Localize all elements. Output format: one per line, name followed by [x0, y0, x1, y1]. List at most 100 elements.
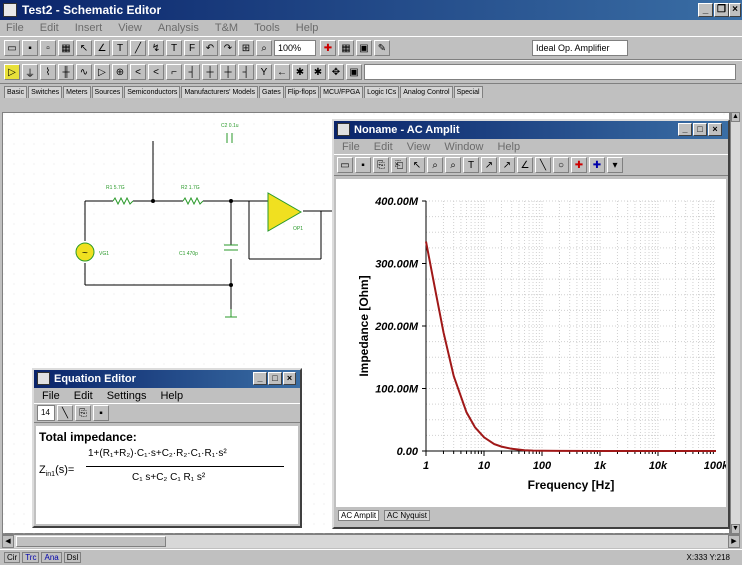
select-arrow-icon[interactable]: ↖ [76, 40, 92, 56]
tab-flipflops[interactable]: Flip-flops [284, 86, 320, 98]
ac-copy-icon[interactable]: ⎘ [373, 157, 389, 173]
minimize-button[interactable]: _ [698, 3, 713, 17]
fet2-icon[interactable]: ┼ [220, 64, 236, 80]
chip-icon[interactable]: ▣ [356, 40, 372, 56]
menu-view[interactable]: View [118, 22, 142, 34]
menu-help[interactable]: Help [295, 22, 319, 34]
ac-open-icon[interactable]: ▭ [337, 157, 353, 173]
ac-text-icon[interactable]: T [463, 157, 479, 173]
ac-menu-window[interactable]: Window [444, 140, 484, 153]
diode-icon[interactable]: ▷ [94, 64, 110, 80]
status-trc[interactable]: Trc [22, 552, 40, 563]
ac-polyline-icon[interactable]: ∠ [517, 157, 533, 173]
meter-icon[interactable]: ┤ [238, 64, 254, 80]
move-icon[interactable]: ✥ [328, 64, 344, 80]
capacitor-icon[interactable]: ╫ [58, 64, 74, 80]
ac-plot-area[interactable]: 0.00 100.00M 200.00M 300.00M 400.00M 1 10 100 1k… [336, 179, 729, 507]
measure-icon[interactable]: ↯ [148, 40, 164, 56]
ac-line-icon[interactable]: ╲ [535, 157, 551, 173]
ac-minimize-button[interactable]: _ [678, 123, 692, 136]
ac-menu-edit[interactable]: Edit [373, 140, 393, 153]
box-icon[interactable]: ▣ [346, 64, 362, 80]
ac-menu-view[interactable]: View [406, 140, 431, 153]
opamp-icon[interactable]: ▷ [4, 64, 20, 80]
status-ana[interactable]: Ana [41, 552, 62, 563]
new-icon[interactable]: ▭ [4, 40, 20, 56]
redo-icon[interactable]: ↷ [220, 40, 236, 56]
eq-menu-settings[interactable]: Settings [106, 389, 147, 402]
menu-file[interactable]: File [6, 22, 24, 34]
tab-gates[interactable]: Gates [259, 86, 284, 98]
probe-red-icon[interactable]: ✚ [320, 40, 336, 56]
tab-special[interactable]: Special [453, 86, 483, 98]
tab-manufacturers[interactable]: Manufacturers' Models [181, 86, 259, 98]
horizontal-scrollbar[interactable]: ◀ ▶ [2, 534, 740, 548]
tab-semiconductors[interactable]: Semiconductors [124, 86, 181, 98]
menu-edit[interactable]: Edit [39, 22, 59, 34]
ac-zoom-in-icon[interactable]: ⌕ [427, 157, 443, 173]
transistor2-icon[interactable]: < [148, 64, 164, 80]
relay-icon[interactable]: ┤ [184, 64, 200, 80]
save-icon[interactable]: ▪ [22, 40, 38, 56]
zoom-select[interactable]: 100% [274, 40, 316, 56]
undo-icon[interactable]: ↶ [202, 40, 218, 56]
open-icon[interactable]: ▫ [40, 40, 56, 56]
menu-insert[interactable]: Insert [74, 22, 103, 34]
source-icon[interactable]: ⊕ [112, 64, 128, 80]
switch-icon[interactable]: ⌐ [166, 64, 182, 80]
scroll-up-icon[interactable]: ▲ [731, 112, 740, 122]
arrow-left-icon[interactable]: ← [274, 64, 290, 80]
tab-logic[interactable]: Logic ICs [364, 86, 400, 98]
zoom-fit-icon[interactable]: ⊞ [238, 40, 254, 56]
ac-cursor-a-icon[interactable]: ↗ [481, 157, 497, 173]
ac-maximize-button[interactable]: □ [693, 123, 707, 136]
close-button[interactable]: × [729, 3, 741, 17]
tab-sources[interactable]: Sources [91, 86, 124, 98]
eq-format-icon[interactable]: ╲ [57, 405, 73, 421]
components-icon[interactable]: ▦ [338, 40, 354, 56]
menu-analysis[interactable]: Analysis [157, 22, 199, 34]
probe-icon[interactable]: F [184, 40, 200, 56]
vertical-scrollbar[interactable]: ▲ ▼ [730, 112, 740, 534]
eq-maximize-button[interactable]: □ [268, 372, 282, 385]
eq-menu-help[interactable]: Help [160, 389, 184, 402]
text-icon[interactable]: T [112, 40, 128, 56]
ac-paste-icon[interactable]: ⎗ [391, 157, 407, 173]
menu-tools[interactable]: Tools [254, 22, 280, 34]
tab-analog-control[interactable]: Analog Control [400, 86, 453, 98]
maximize-button[interactable]: ❐ [714, 3, 729, 17]
graph-icon[interactable]: ╱ [130, 40, 146, 56]
component-select[interactable]: Ideal Op. Amplifier [532, 40, 628, 56]
ac-cursor-b-icon[interactable]: ↗ [499, 157, 515, 173]
eq-copy-icon[interactable]: ⎘ [75, 405, 91, 421]
pen-icon[interactable]: ✎ [374, 40, 390, 56]
ac-circle-icon[interactable]: ○ [553, 157, 569, 173]
status-cir[interactable]: Cir [4, 552, 21, 563]
ac-menu-help[interactable]: Help [497, 140, 521, 153]
gear-icon[interactable]: ✱ [292, 64, 308, 80]
ac-blue-cursor-icon[interactable]: ✚ [589, 157, 605, 173]
scroll-left-icon[interactable]: ◀ [2, 535, 14, 548]
wire-icon[interactable]: ∠ [94, 40, 110, 56]
transfer-icon[interactable]: T [166, 40, 182, 56]
tab-mcu[interactable]: MCU/FPGA [320, 86, 364, 98]
fet-icon[interactable]: ┼ [202, 64, 218, 80]
tab-switches[interactable]: Switches [28, 86, 63, 98]
menu-tm[interactable]: T&M [214, 22, 239, 34]
gear2-icon[interactable]: ✱ [310, 64, 326, 80]
tab-meters[interactable]: Meters [63, 86, 91, 98]
ac-extra-icon[interactable]: ▾ [607, 157, 623, 173]
ac-close-button[interactable]: × [708, 123, 722, 136]
scroll-down-icon[interactable]: ▼ [731, 524, 740, 534]
ac-zoom-out-icon[interactable]: ⌕ [445, 157, 461, 173]
inductor-icon[interactable]: ∿ [76, 64, 92, 80]
print-icon[interactable]: ▦ [58, 40, 74, 56]
resistor-icon[interactable]: ⌇ [40, 64, 56, 80]
eq-menu-edit[interactable]: Edit [73, 389, 93, 402]
eq-font-size[interactable]: 14 [37, 405, 55, 421]
tab-ac-amplit[interactable]: AC Amplit [338, 510, 380, 521]
zoom-icon[interactable]: ⌕ [256, 40, 272, 56]
eq-minimize-button[interactable]: _ [253, 372, 267, 385]
ac-red-cursor-icon[interactable]: ✚ [571, 157, 587, 173]
tab-basic[interactable]: Basic [4, 86, 28, 98]
